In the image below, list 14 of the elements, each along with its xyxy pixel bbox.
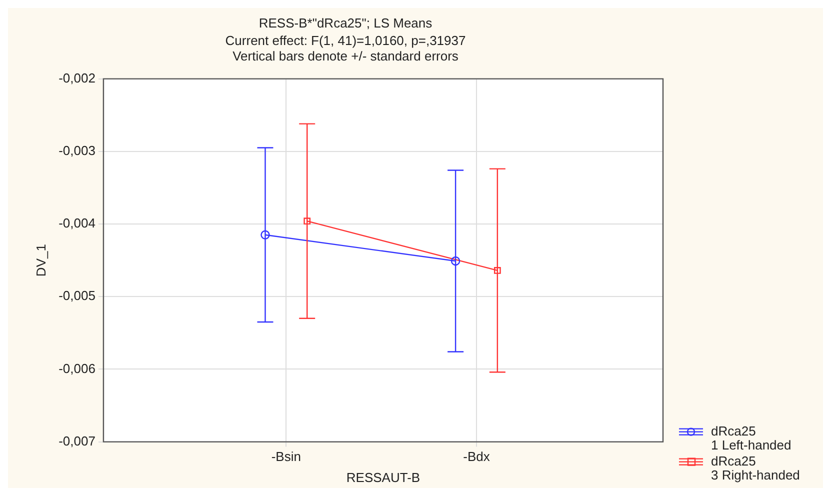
- chart-subtitle: Current effect: F(1, 41)=1,0160, p=,31937: [225, 32, 466, 48]
- chart-title: RESS-B*"dRca25"; LS Means: [258, 15, 433, 30]
- x-tick-label: -Bsin: [271, 449, 301, 464]
- y-tick-label: -0,002: [58, 70, 96, 86]
- y-axis-title: DV_1: [33, 244, 48, 277]
- x-axis-title: RESSAUT-B: [346, 470, 420, 485]
- y-tick-label: -0,004: [58, 216, 96, 231]
- y-tick-label: -0,005: [58, 288, 96, 304]
- text: Vertical bars denote +/- standard errors: [232, 48, 459, 64]
- y-tick-label: -0,003: [58, 142, 96, 158]
- y-tick-label: -0,006: [58, 360, 96, 376]
- x-tick-label: -Bdx: [463, 449, 490, 464]
- y-tick-label: -0,007: [58, 433, 96, 448]
- legend-label: dRca25 3 Right-handed: [711, 453, 800, 482]
